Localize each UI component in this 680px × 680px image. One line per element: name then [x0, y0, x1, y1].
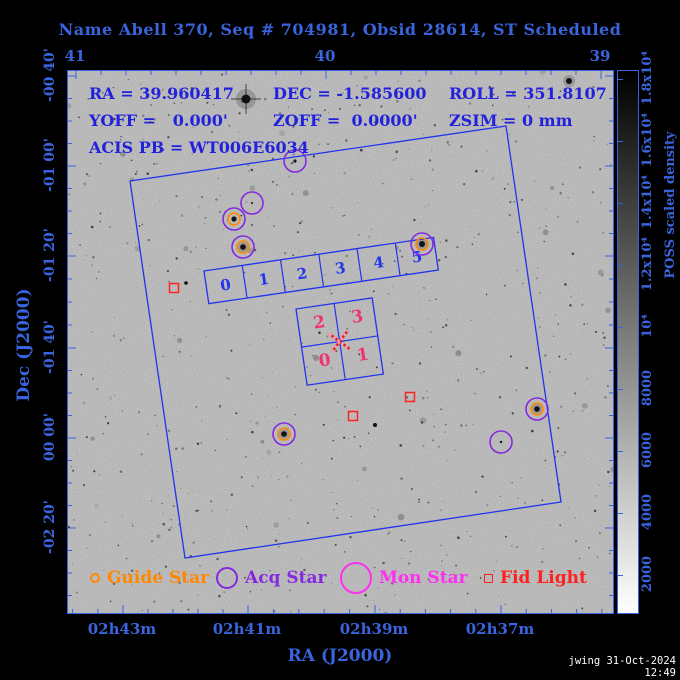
acis-i-chip-number: 0 — [318, 350, 333, 372]
info-text: DEC = -1.585600 — [273, 84, 427, 103]
guide-star-circle — [227, 212, 241, 226]
top-axis-label: 40 — [314, 47, 336, 65]
fov-square[interactable] — [129, 125, 562, 559]
timestamp: jwing 31-Oct-2024 12:49 — [568, 655, 676, 679]
instrument-overlay: 0 1 2 3 4 52 30 1 — [129, 125, 562, 559]
star — [419, 241, 425, 247]
star — [241, 94, 251, 104]
acq-star-circle — [272, 422, 296, 446]
guide-star-circle — [415, 237, 429, 251]
acq-star-circle — [525, 397, 549, 421]
legend-label: Mon Star — [379, 568, 468, 588]
density-colorbar — [617, 70, 639, 614]
ra-axis-title: RA (J2000) — [287, 646, 393, 666]
colorbar-tick — [618, 141, 623, 142]
star — [499, 440, 503, 444]
acq-star-circle — [222, 207, 246, 231]
info-text: ZSIM = 0 mm — [449, 111, 573, 130]
info-text: RA = 39.960417 — [89, 84, 234, 103]
acis-s-chip-number: 1 — [257, 270, 270, 289]
star — [231, 216, 237, 222]
legend-item-mon-star: Mon Star — [340, 561, 468, 595]
star — [534, 406, 540, 412]
star — [293, 159, 297, 163]
legend-label: Acq Star — [245, 568, 327, 588]
top-axis-label: 41 — [64, 47, 86, 65]
legend-item-guide-star: Guide Star — [90, 561, 209, 595]
colorbar-tick — [618, 265, 623, 266]
acis-i-chip-number: 3 — [350, 306, 365, 328]
colorbar-tick — [618, 513, 623, 514]
colorbar-tick — [618, 575, 623, 576]
star — [240, 244, 246, 250]
acq-star-circle — [283, 149, 307, 173]
top-axis-label: 39 — [589, 47, 611, 65]
acis-s-chip-divider — [394, 242, 401, 276]
guide-star-icon — [90, 573, 100, 583]
acis-s-chip-number: 2 — [296, 264, 309, 283]
acis-s-chip-number: 4 — [372, 253, 385, 272]
colorbar-title: POSS scaled density — [663, 131, 678, 279]
star — [251, 202, 253, 204]
info-text: ACIS PB = WT006E6034 — [89, 138, 309, 157]
fid-light-square — [404, 391, 416, 403]
acis-s-chip-divider — [279, 259, 286, 293]
fid-light-square — [168, 282, 180, 294]
aimpoint-x-hatch — [331, 330, 349, 353]
axis-ticks — [68, 71, 613, 613]
colorbar-tick — [618, 451, 623, 452]
colorbar-tick — [618, 203, 623, 204]
acis-i-chip-number: 1 — [356, 345, 371, 367]
star — [281, 431, 287, 437]
page-title: Name Abell 370, Seq # 704981, Obsid 2861… — [58, 20, 622, 39]
star — [373, 423, 377, 427]
mon-star-icon — [340, 562, 372, 594]
guide-star-circle — [236, 240, 250, 254]
fid-light-icon — [484, 573, 493, 583]
guide-star-circle — [530, 402, 544, 416]
info-text: YOFF = 0.000' — [89, 111, 228, 130]
info-text: ZOFF = 0.0000' — [273, 111, 418, 130]
legend-label: Guide Star — [107, 568, 210, 588]
acis-s-chip-number: 3 — [334, 259, 347, 278]
star — [566, 78, 572, 84]
acis-s-chip-divider — [356, 248, 363, 282]
acis-s-chip-divider — [241, 265, 248, 299]
acq-star-circle — [240, 191, 264, 215]
acq-star-circle — [489, 430, 513, 454]
fid-light-square — [347, 410, 359, 422]
acq-star-icon — [216, 567, 238, 589]
legend-item-fid-light: Fid Light — [484, 561, 587, 595]
colorbar-tick — [618, 389, 623, 390]
acis-i-array: 2 30 1 — [295, 297, 385, 386]
ra-axis-label: 02h39m — [339, 620, 409, 638]
featured-stars — [184, 75, 575, 444]
colorbar-tick — [618, 79, 623, 80]
legend-label: Fid Light — [500, 568, 587, 588]
ra-axis-label: 02h37m — [465, 620, 535, 638]
ra-axis-label: 02h43m — [87, 620, 157, 638]
acis-s-chip-number: 0 — [219, 275, 232, 294]
acis-s-chip-divider — [318, 254, 325, 287]
acis-i-chip-number: 2 — [312, 312, 327, 334]
colorbar-label: 1.8x10⁴ — [640, 50, 655, 106]
aimpoint-x-hatch — [328, 332, 351, 351]
info-text: ROLL = 351.8107 — [449, 84, 607, 103]
ra-axis-label: 02h41m — [212, 620, 282, 638]
star — [184, 281, 188, 285]
colorbar-tick — [618, 327, 623, 328]
dec-axis-label: -02 20' — [42, 500, 58, 554]
guide-star-circle — [277, 427, 291, 441]
acq-star-circle — [410, 232, 434, 256]
acq-star-circle — [231, 235, 255, 259]
legend-item-acq-star: Acq Star — [216, 561, 326, 595]
dec-axis-title: Dec (J2000) — [14, 288, 34, 402]
sky-image[interactable]: 0 1 2 3 4 52 30 1 — [68, 71, 613, 613]
